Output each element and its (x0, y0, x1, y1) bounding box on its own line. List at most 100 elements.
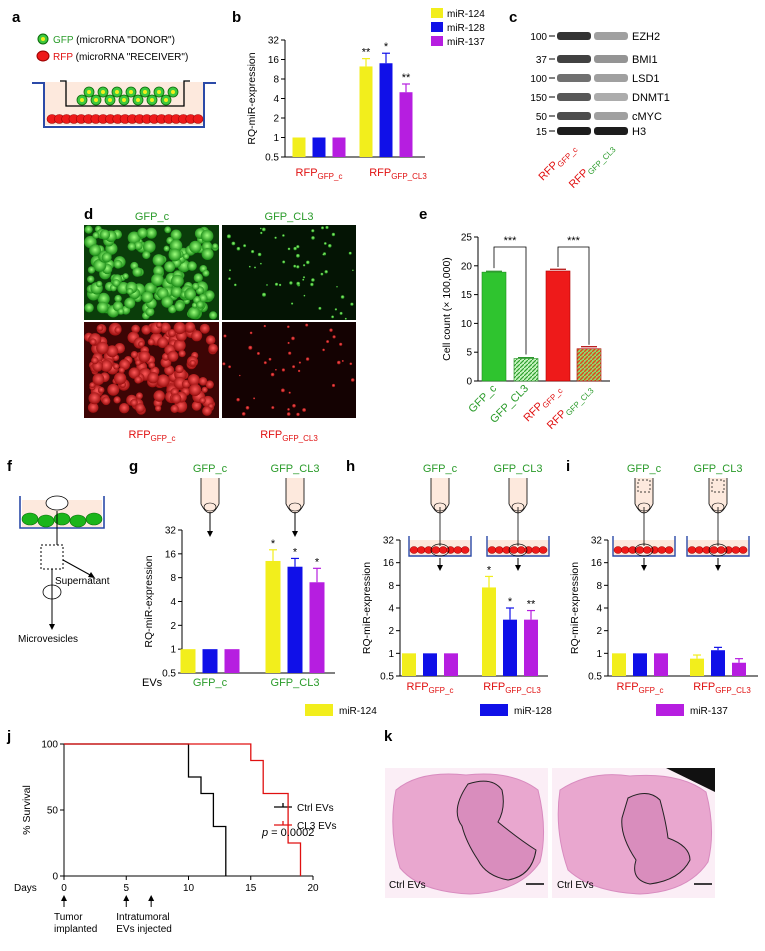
y-tick-label: 2 (388, 626, 394, 637)
protein-label: DNMT1 (632, 92, 670, 104)
band (594, 32, 628, 40)
significance-marker: * (315, 556, 320, 568)
legend-swatch (305, 704, 333, 716)
y-tick-label: 8 (170, 573, 176, 584)
bar-miR-128 (312, 137, 326, 157)
k-label-2: Ctrl EVs (557, 880, 594, 891)
y-tick-label: 0.5 (162, 669, 176, 680)
x-axis-label: Days (14, 883, 37, 894)
significance-marker: * (384, 41, 389, 53)
significance-marker: * (293, 546, 298, 558)
y-tick-label: 0.5 (265, 153, 279, 164)
mw-marker: 100 (530, 32, 547, 43)
y-tick-label: 16 (383, 558, 395, 569)
panel-letter-j: j (6, 728, 11, 745)
y-tick-label: 32 (591, 536, 603, 547)
bar (545, 270, 571, 382)
bar-miR-137 (309, 582, 325, 673)
band (594, 127, 628, 135)
svg-text:RFPGFP_c: RFPGFP_c (129, 429, 176, 443)
header-label-gfp-c: GFP_c (423, 463, 458, 475)
y-tick-label: 1 (388, 649, 394, 660)
bar-miR-137 (332, 137, 346, 157)
supernatant-label: Supernatant (55, 576, 110, 587)
category-label: RFPGFP_c (407, 681, 454, 695)
panel-d-microscopy: GFP_c GFP_CL3 RFPGFP_c RFPGFP_CL3 (84, 211, 356, 443)
bar (576, 348, 602, 382)
svg-text:RFP (microRNA "RECEIVER"): RFP (microRNA "RECEIVER") (53, 52, 188, 63)
protein-label: EZH2 (632, 31, 660, 43)
category-label: RFPGFP_c (617, 681, 664, 695)
y-tick-label: 1 (596, 649, 602, 660)
bar-miR-124 (402, 653, 416, 676)
header-label-gfp-cl3: GFP_CL3 (494, 463, 543, 475)
legend-label: miR-128 (514, 706, 552, 717)
bar-miR-137 (524, 619, 538, 676)
y-tick-label: 5 (466, 348, 472, 359)
y-tick-label: 0 (52, 872, 58, 883)
bar-miR-137 (444, 653, 458, 676)
y-tick-label: 4 (596, 604, 602, 615)
y-tick-label: 15 (461, 290, 473, 301)
mw-marker: 50 (536, 112, 548, 123)
bar-miR-124 (180, 649, 196, 673)
bar-miR-124 (359, 66, 373, 157)
x-tick-label: 20 (307, 883, 319, 894)
category-label: RFPGFP_c (521, 383, 564, 426)
d-label-rfp-sub-gfp-c: GFP_c (151, 434, 176, 443)
legend-label: miR-137 (690, 706, 728, 717)
header-label-gfp-cl3: GFP_CL3 (271, 463, 320, 475)
significance-marker: ** (362, 47, 371, 59)
donor-cell (53, 512, 71, 526)
y-tick-label: 32 (268, 36, 280, 47)
y-tick-label: 1 (273, 133, 279, 144)
y-tick-label: 20 (461, 261, 473, 272)
y-tick-label: 0.5 (380, 672, 394, 683)
y-axis-label: RQ-miR-expression (569, 562, 581, 654)
band (557, 32, 591, 40)
panel-letter-h: h (346, 458, 355, 475)
legend-swatch (480, 704, 508, 716)
panel-letter-b: b (232, 9, 241, 26)
panel-j-survival-chart: 0 50 100 0 5 10 15 20 % Survival Days Ctrl EVs CL3 … (14, 740, 336, 936)
x-tick-label: 0 (61, 883, 67, 894)
significance-bracket (493, 246, 527, 355)
x-tick-label: 15 (245, 883, 257, 894)
band (557, 93, 591, 101)
rfp-cell-icon (36, 50, 50, 62)
mw-marker: 150 (530, 93, 547, 104)
d-label-rfp: RFP (129, 429, 151, 441)
donor-cell (21, 512, 39, 526)
d-label-gfp-c: GFP_c (135, 211, 170, 223)
y-tick-label: 4 (170, 597, 176, 608)
bar (481, 271, 507, 382)
gfp-donor-label: (microRNA "DONOR") (76, 35, 175, 46)
header-label-gfp-cl3: GFP_CL3 (694, 463, 743, 475)
svg-text:GFP (microRNA "DONOR"): GFP (microRNA "DONOR") (53, 35, 175, 46)
y-tick-label: 32 (165, 526, 177, 537)
y-tick-label: 4 (273, 94, 279, 105)
timeline-annotation: Intratumoral EVs injected (116, 912, 172, 935)
transwell-diagram (32, 80, 216, 128)
panel-letter-d: d (84, 206, 93, 223)
protein-label: cMYC (632, 111, 662, 123)
panel-a: GFP (microRNA "DONOR") RFP (microRNA "RE… (32, 33, 216, 128)
y-tick-label: 1 (170, 645, 176, 656)
y-tick-label: 8 (273, 75, 279, 86)
significance-marker: *** (567, 235, 581, 247)
bar-miR-124 (292, 137, 306, 157)
y-tick-label: 100 (41, 740, 58, 751)
band (594, 55, 628, 63)
y-tick-label: 32 (383, 536, 395, 547)
y-tick-label: 4 (388, 604, 394, 615)
mw-marker: 15 (536, 127, 548, 138)
bar-miR-124 (690, 658, 704, 676)
evs-label: EVs (142, 677, 163, 689)
timeline-annotation: Tumor implanted (54, 912, 97, 935)
band (557, 112, 591, 120)
bar-miR-137 (732, 662, 746, 676)
band (557, 55, 591, 63)
category-label: GFP_c (193, 677, 228, 689)
y-tick-label: 16 (165, 549, 177, 560)
